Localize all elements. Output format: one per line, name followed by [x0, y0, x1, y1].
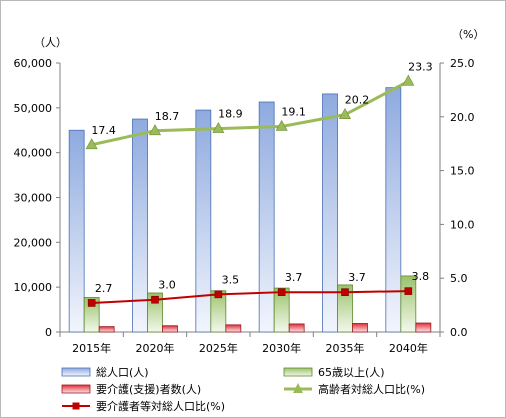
line-point: [402, 74, 415, 86]
bar: [98, 326, 115, 333]
data-label: 19.1: [281, 105, 306, 118]
legend-label: 要介護(支援)者数(人): [96, 382, 201, 396]
data-label: 18.9: [218, 108, 243, 121]
right-axis-tick-label: 25.0: [450, 57, 475, 70]
right-axis-tick-label: 10.0: [450, 218, 475, 231]
legend-label: 総人口(人): [96, 365, 149, 379]
legend-label: 高齢者対総人口比(%): [318, 382, 425, 396]
data-labels: 17.4 18.7 18.9 19.1 20.2 23.3 2.7 3.0 3.5 3.7 3.7 3…: [91, 60, 432, 295]
legend-label: 65歳以上(人): [318, 366, 385, 379]
line-point: [404, 287, 413, 295]
line-point: [277, 288, 286, 296]
lines: [85, 74, 415, 307]
x-axis-tick-label: 2020年: [136, 341, 175, 355]
series-line: [91, 79, 410, 147]
bar: [400, 275, 417, 333]
legend-swatch: [61, 384, 91, 394]
data-label: 2.7: [95, 282, 113, 295]
line-point: [338, 108, 352, 119]
bar: [352, 323, 368, 333]
line-point: [85, 138, 98, 150]
bar: [132, 118, 148, 333]
line-point: [214, 290, 223, 299]
line-point: [341, 288, 349, 296]
right-axis-tick-label: 15.0: [450, 165, 475, 178]
left-axis-tick-label: 10,000: [14, 281, 53, 294]
right-axis-tick-label: 20.0: [450, 111, 475, 124]
legend-marker: [293, 383, 303, 393]
bar: [337, 284, 353, 333]
bar: [385, 87, 402, 333]
x-axis-tick-label: 2040年: [389, 341, 428, 355]
x-axis-tick-label: 2015年: [72, 341, 111, 355]
right-axis-unit: （%）: [452, 28, 484, 41]
bar: [288, 323, 305, 333]
left-axis-tick-label: 30,000: [14, 192, 53, 205]
bar: [68, 129, 85, 333]
left-axis-tick-label: 50,000: [14, 102, 53, 115]
bar: [415, 322, 432, 333]
left-axis-tick-label: 20,000: [14, 236, 53, 249]
left-axis-tick-label: 40,000: [14, 147, 53, 160]
bar: [225, 324, 242, 333]
data-label: 3.7: [348, 271, 366, 284]
left-axis-tick-label: 0: [45, 326, 52, 339]
line-point: [275, 119, 288, 131]
data-label: 18.7: [155, 110, 180, 123]
data-label: 3.7: [285, 271, 303, 284]
legend-swatch: [61, 367, 91, 377]
x-axis-tick-label: 2030年: [262, 341, 301, 355]
data-label: 3.0: [158, 279, 176, 292]
right-axis-tick-label: 5.0: [450, 272, 468, 285]
bar: [162, 325, 178, 333]
bar: [322, 93, 338, 333]
bar: [273, 287, 290, 333]
bar: [195, 109, 212, 333]
legend-label: 要介護者等対総人口比(%): [96, 399, 225, 413]
bars: [68, 87, 432, 333]
legend: 総人口(人) 65歳以上(人) 要介護(支援)者数(人) 高齢者対総人口比(%) 要介護…: [61, 365, 425, 413]
left-axis-unit: （人）: [34, 36, 67, 49]
data-label: 17.4: [91, 124, 116, 137]
data-label: 3.8: [412, 270, 430, 283]
series-line: [91, 290, 409, 304]
left-axis-tick-label: 60,000: [14, 57, 53, 70]
line-point: [212, 122, 225, 133]
line-point: [87, 299, 96, 307]
data-label: 3.5: [222, 273, 240, 286]
axes: 0 10,000 20,000 30,000 40,000 50,000 60,000 0.0…: [14, 57, 475, 355]
data-label: 20.2: [345, 94, 370, 107]
line-point: [148, 124, 162, 136]
line-point: [151, 295, 159, 304]
x-axis-tick-label: 2035年: [326, 341, 365, 355]
x-axis-tick-label: 2025年: [199, 341, 238, 355]
data-label: 23.3: [408, 60, 433, 73]
legend-marker: [72, 402, 80, 410]
right-axis-tick-label: 0.0: [450, 326, 468, 339]
bar: [258, 101, 275, 333]
legend-swatch: [283, 367, 313, 377]
